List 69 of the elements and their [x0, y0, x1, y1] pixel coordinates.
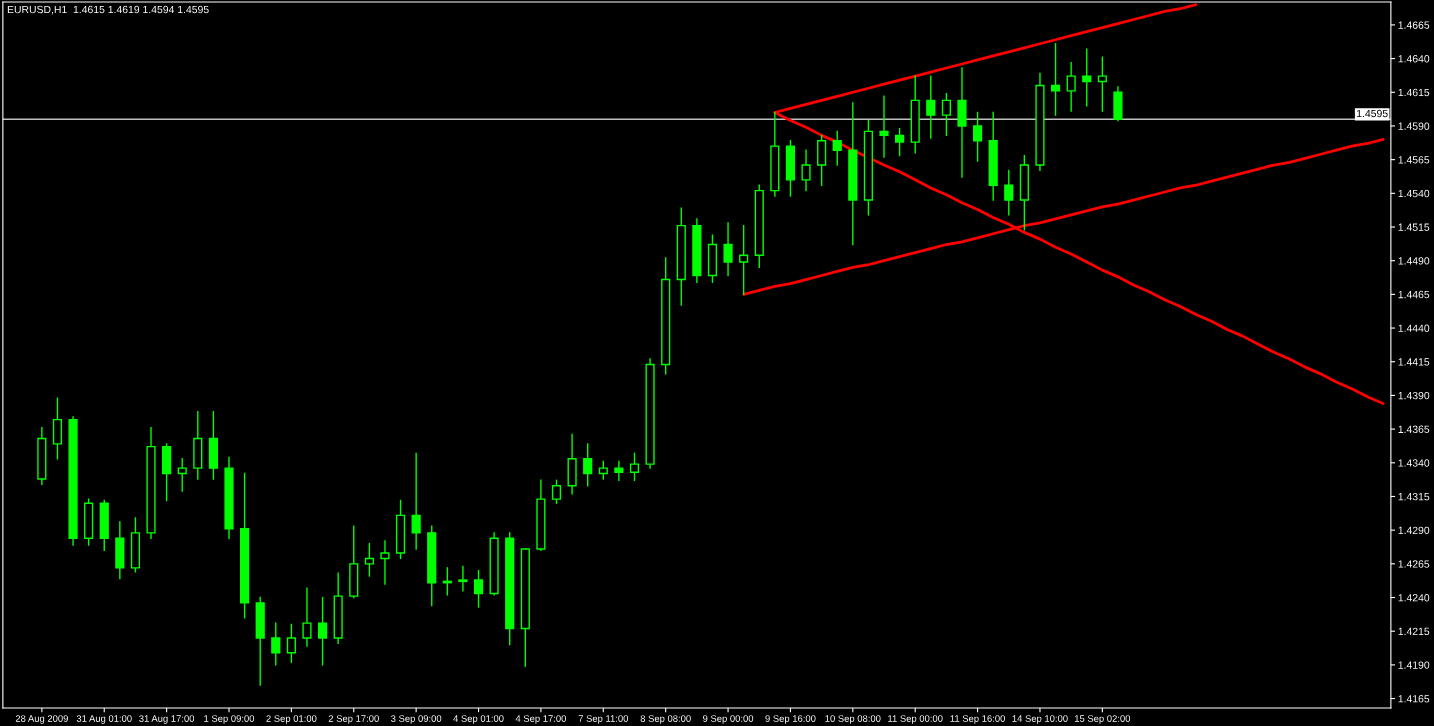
x-tick-label: 11 Sep 16:00: [950, 715, 1005, 724]
x-tick-label: 31 Aug 17:00: [139, 715, 195, 724]
candlestick: [364, 542, 374, 577]
y-tick-label: 1.4415: [1398, 358, 1430, 366]
candlestick: [972, 111, 983, 162]
y-tick-label: 1.4540: [1398, 189, 1430, 198]
candlestick: [473, 569, 484, 608]
x-tick-label: 15 Sep 02:00: [1074, 715, 1131, 724]
x-tick-label: 9 Sep 16:00: [765, 715, 816, 724]
candlestick: [832, 130, 842, 166]
candlestick: [271, 622, 281, 666]
x-tick-label: 10 Sep 08:00: [825, 715, 881, 724]
candlestick: [895, 127, 905, 157]
candlestick: [411, 452, 421, 550]
candlestick: [551, 479, 562, 504]
candlestick: [926, 75, 936, 139]
candlestick: [317, 596, 328, 666]
x-tick-label: 2 Sep 01:00: [266, 715, 317, 724]
x-tick-label: 14 Sep 10:00: [1012, 715, 1068, 724]
x-tick-label: 4 Sep 01:00: [453, 715, 504, 724]
candlestick: [941, 92, 951, 137]
y-tick-label: 1.4190: [1398, 661, 1430, 669]
candlestick: [629, 452, 640, 481]
y-tick-label: 1.4365: [1398, 425, 1430, 433]
candlestick: [380, 540, 390, 585]
x-tick-label: 8 Sep 08:00: [640, 715, 691, 724]
candlestick: [1066, 61, 1076, 112]
y-tick-label: 1.4490: [1398, 257, 1430, 265]
candlestick: [614, 460, 624, 481]
candlestick: [879, 95, 889, 158]
y-tick-label: 1.4240: [1398, 594, 1430, 602]
candlestick: [1082, 48, 1092, 107]
candlestick: [801, 149, 811, 192]
candlestick: [583, 443, 593, 487]
x-tick-label: 4 Sep 17:00: [515, 715, 567, 724]
y-tick-label: 1.4665: [1398, 21, 1430, 29]
x-tick-label: 11 Sep 00:00: [888, 715, 943, 724]
x-tick-label: 28 Aug 2009: [15, 715, 68, 724]
y-tick-label: 1.4315: [1398, 492, 1430, 501]
y-tick-label: 1.4340: [1398, 459, 1430, 467]
candlestick: [286, 623, 296, 663]
x-tick-label: 3 Sep 09:00: [391, 715, 442, 724]
x-tick-label: 9 Sep 00:00: [703, 715, 754, 724]
y-tick-label: 1.4640: [1398, 55, 1430, 63]
y-tick-label: 1.4565: [1398, 156, 1430, 164]
y-tick-label: 1.4165: [1398, 695, 1430, 703]
y-tick-label: 1.4265: [1398, 560, 1430, 568]
x-tick-label: 31 Aug 01:00: [76, 715, 132, 724]
candlestick: [458, 565, 468, 592]
candlestick: [1097, 56, 1107, 112]
y-tick-label: 1.4590: [1398, 122, 1430, 130]
candlestick: [739, 224, 749, 296]
candlestick: [302, 587, 312, 647]
y-tick-label: 1.4290: [1398, 526, 1430, 535]
x-tick-label: 2 Sep 17:00: [328, 715, 379, 724]
y-tick-label: 1.4215: [1398, 627, 1430, 636]
y-tick-label: 1.4615: [1398, 88, 1430, 97]
candlestick: [723, 222, 733, 277]
y-tick-label: 1.4465: [1398, 290, 1430, 299]
candlestick: [177, 458, 187, 492]
chart-title: EURUSD,H1 1.4615 1.4619 1.4594 1.4595: [7, 5, 209, 15]
x-tick-label: 7 Sep 11:00: [578, 715, 629, 724]
x-tick-label: 1 Sep 09:00: [204, 715, 255, 724]
ref-line-label: 1.4595: [1357, 109, 1388, 118]
candlestick: [1004, 169, 1014, 216]
y-tick-label: 1.4440: [1398, 324, 1430, 332]
y-tick-label: 1.4515: [1398, 223, 1430, 231]
candlestick: [1050, 43, 1061, 116]
y-tick-label: 1.4390: [1398, 391, 1430, 400]
